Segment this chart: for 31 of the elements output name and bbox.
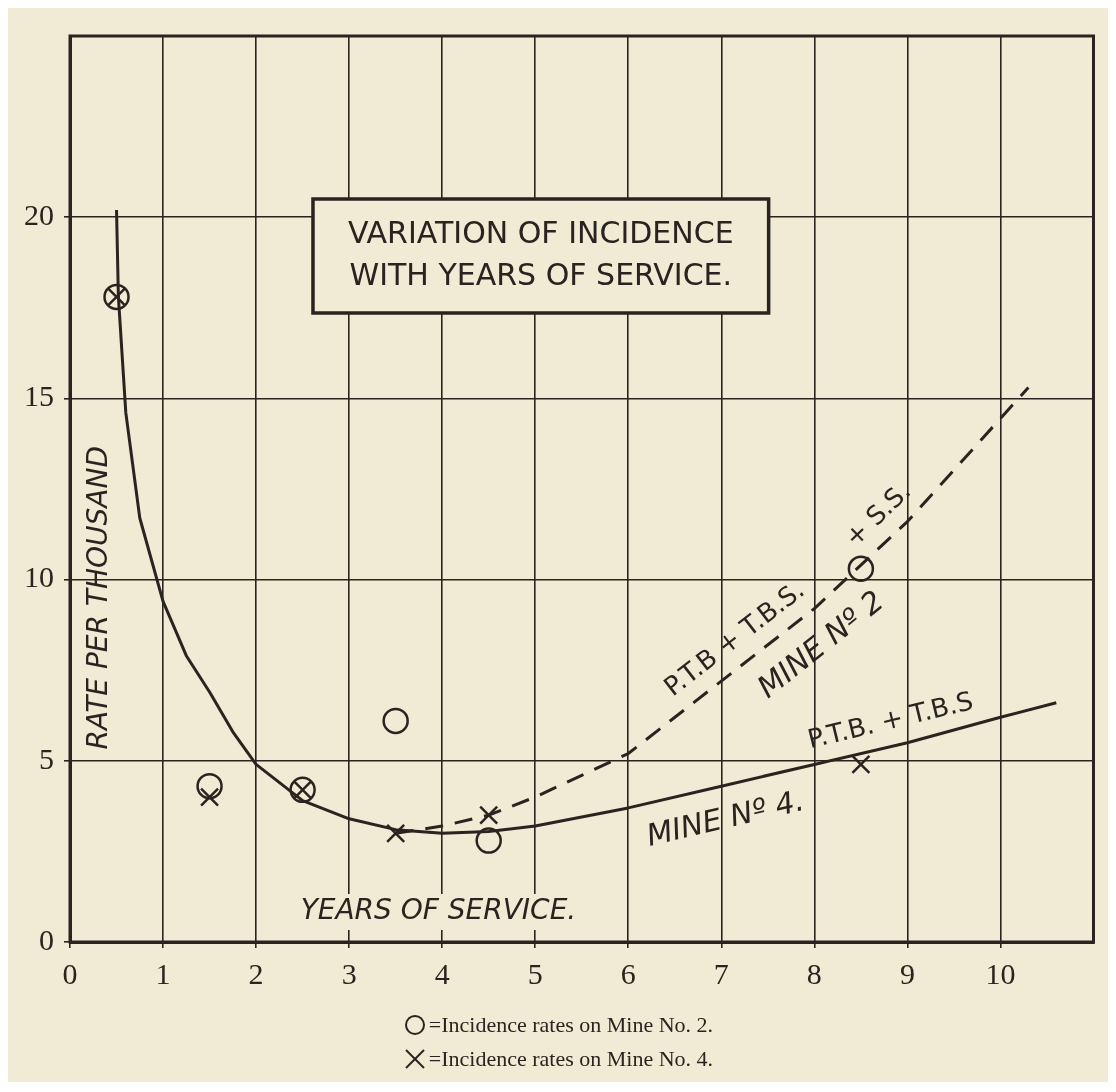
point <box>385 823 406 844</box>
y-tick-label: 20 <box>24 198 54 232</box>
x-tick-label: 6 <box>620 956 636 990</box>
x-tick-label: 0 <box>62 956 78 990</box>
y-tick-label: 5 <box>39 741 54 775</box>
point <box>478 805 499 825</box>
x-tick-label: 3 <box>341 956 357 990</box>
x-tick-label: 7 <box>713 956 729 990</box>
x-tick-label: 9 <box>899 956 915 990</box>
x-tick-label: 5 <box>527 956 543 990</box>
legend-label: =Incidence rates on Mine No. 2. <box>428 1011 714 1039</box>
y-tick-label: 15 <box>24 379 54 413</box>
annotation: P.T.B. + T.B.S <box>804 685 977 755</box>
x-tick-label: 1 <box>155 956 171 990</box>
annotation: + S.S. <box>838 475 917 553</box>
text: VARIATION OF INCIDENCE WITH YEARS OF SERVICE. <box>347 214 734 292</box>
y-tick-label: 10 <box>24 560 54 594</box>
x-tick-label: 2 <box>248 956 264 990</box>
x-tick-label: 4 <box>434 956 450 990</box>
point <box>851 754 871 775</box>
point <box>475 827 502 854</box>
y-tick-label: 0 <box>39 922 54 956</box>
point <box>196 772 223 800</box>
legend-label: =Incidence rates on Mine No. 4. <box>428 1045 714 1073</box>
y-axis-title: RATE PER THOUSAND <box>81 446 115 750</box>
point <box>382 707 409 735</box>
x-axis-title: YEARS OF SERVICE. <box>300 893 577 927</box>
point <box>847 555 875 582</box>
x-tick-label: 8 <box>806 956 822 990</box>
text: MINE Nº 4. <box>643 782 808 853</box>
x-tick-label: 10 <box>985 956 1016 990</box>
